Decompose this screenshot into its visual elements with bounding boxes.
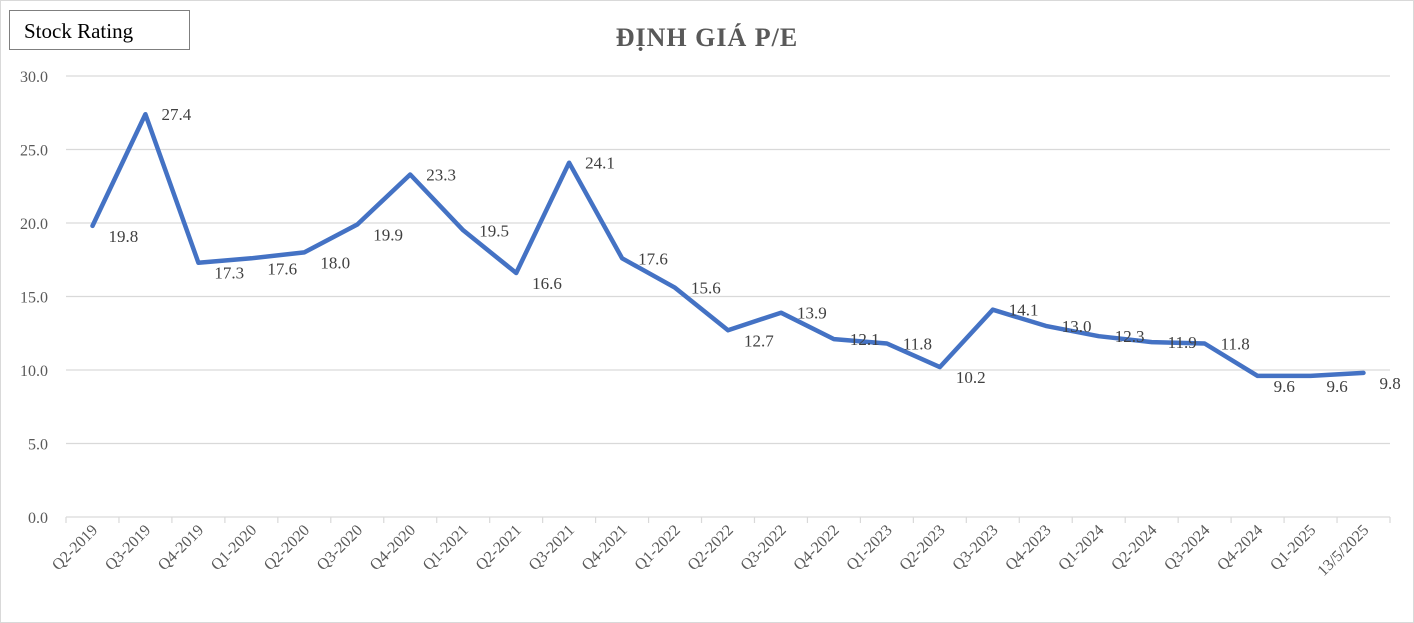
x-tick-label: Q1-2020: [208, 522, 260, 574]
data-label: 12.1: [850, 330, 880, 349]
x-tick-label: Q3-2021: [526, 522, 578, 574]
x-tick-label: Q1-2021: [420, 522, 472, 574]
data-label: 12.7: [744, 331, 774, 350]
x-tick-label: Q2-2024: [1108, 522, 1160, 574]
data-label: 9.8: [1380, 374, 1401, 393]
pe-series-line: [90, 111, 1366, 379]
y-tick-label: 20.0: [20, 216, 48, 233]
data-label: 11.8: [903, 335, 932, 354]
x-tick-label: Q4-2024: [1214, 522, 1266, 574]
x-tick-label: Q1-2025: [1267, 522, 1319, 574]
x-tick-label: Q3-2019: [102, 522, 154, 574]
data-label: 9.6: [1327, 377, 1348, 396]
data-label: 17.6: [638, 249, 668, 268]
data-label: 16.6: [532, 274, 562, 293]
x-tick-label: Q3-2020: [314, 522, 366, 574]
data-label: 13.0: [1062, 317, 1092, 336]
x-tick-label: Q2-2020: [261, 522, 313, 574]
data-label: 17.3: [214, 264, 244, 283]
data-label: 18.0: [320, 253, 350, 272]
x-tick-label: Q4-2021: [579, 522, 631, 574]
data-label: 19.5: [479, 221, 509, 240]
series-line-layer: [90, 111, 1366, 379]
stock-rating-badge: Stock Rating: [9, 10, 190, 50]
data-label: 11.8: [1221, 335, 1250, 354]
data-label: 9.6: [1274, 377, 1295, 396]
data-labels: 19.8 27.4 17.3 17.6 18.0 19.9 23.3 19.5 16.6 24.1…: [108, 105, 1400, 396]
x-tick-label: Q4-2023: [1002, 522, 1054, 574]
data-label: 12.3: [1115, 327, 1145, 346]
x-tick-label: Q1-2024: [1055, 522, 1107, 574]
x-tick-label: Q1-2022: [632, 522, 684, 574]
data-label: 17.6: [267, 259, 297, 278]
data-label: 15.6: [691, 279, 721, 298]
x-tick-label: 13/5/2025: [1314, 522, 1372, 580]
data-label: 23.3: [426, 165, 456, 184]
x-tick-label: Q3-2023: [949, 522, 1001, 574]
x-tick-label: Q2-2022: [685, 522, 737, 574]
gridlines: [66, 75, 1390, 518]
x-tick-label: Q2-2019: [49, 522, 101, 574]
data-label: 13.9: [797, 304, 827, 323]
y-tick-label: 30.0: [20, 69, 48, 86]
data-label: 27.4: [161, 105, 191, 124]
y-tick-label: 25.0: [20, 143, 48, 160]
x-tick-label: Q3-2022: [738, 522, 790, 574]
x-tick-label: Q3-2024: [1161, 522, 1213, 574]
x-tick-label: Q4-2022: [790, 522, 842, 574]
data-label: 19.8: [108, 227, 138, 246]
x-tick-label: Q2-2021: [473, 522, 525, 574]
y-tick-label: 15.0: [20, 290, 48, 307]
x-tick-label: Q4-2019: [155, 522, 207, 574]
data-label: 19.9: [373, 225, 403, 244]
data-label: 11.9: [1168, 333, 1197, 352]
x-axis-ticks: Q2-2019 Q3-2019 Q4-2019 Q1-2020 Q2-2020 Q3-20…: [49, 517, 1391, 580]
x-tick-label: Q2-2023: [896, 522, 948, 574]
data-label: 24.1: [585, 154, 615, 173]
y-axis-ticks: 0.0 5.0 10.0 15.0 20.0 25.0 30.0: [20, 69, 48, 527]
y-tick-label: 5.0: [28, 437, 48, 454]
x-tick-label: Q4-2020: [367, 522, 419, 574]
data-label: 14.1: [1009, 301, 1039, 320]
data-label: 10.2: [956, 368, 986, 387]
y-tick-label: 10.0: [20, 363, 48, 380]
chart-title: ĐỊNH GIÁ P/E: [616, 23, 798, 52]
x-tick-label: Q1-2023: [843, 522, 895, 574]
y-tick-label: 0.0: [28, 510, 48, 527]
